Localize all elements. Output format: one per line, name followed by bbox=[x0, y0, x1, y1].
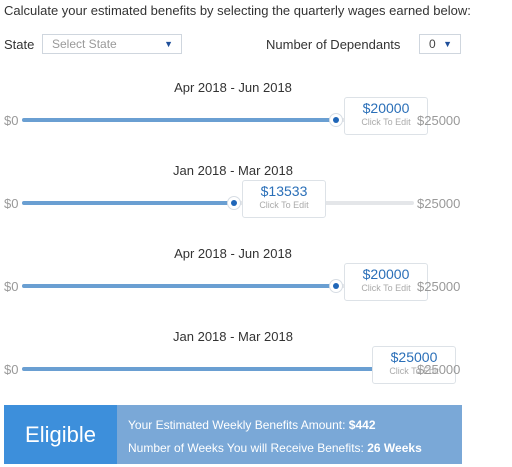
chevron-down-icon: ▼ bbox=[164, 39, 173, 49]
slider-min-label: $0 bbox=[4, 279, 19, 294]
wage-value-box[interactable]: $25000 Click To Edit bbox=[372, 346, 456, 384]
slider-min-label: $0 bbox=[4, 362, 19, 377]
wage-slider-fill bbox=[22, 367, 414, 371]
benefit-weeks-value: 26 Weeks bbox=[367, 441, 422, 455]
wage-value: $20000 bbox=[362, 266, 410, 282]
wage-slider-handle[interactable] bbox=[227, 196, 241, 210]
state-label: State bbox=[4, 37, 35, 52]
wage-slider-track[interactable] bbox=[22, 113, 414, 127]
wage-slider-row: Apr 2018 - Jun 2018 $0 $20000 Click To Edit… bbox=[0, 80, 512, 160]
click-to-edit-hint: Click To Edit bbox=[361, 283, 411, 293]
wage-value-box[interactable]: $13533 Click To Edit bbox=[242, 180, 326, 218]
dependants-label: Number of Dependants bbox=[266, 37, 401, 52]
slider-max-label: $25000 bbox=[417, 196, 461, 211]
slider-max-label: $25000 bbox=[417, 279, 461, 294]
click-to-edit-hint: Click To Edit bbox=[389, 366, 439, 376]
weekly-benefit-label: Your Estimated Weekly Benefits Amount: bbox=[128, 418, 346, 432]
wage-value-box[interactable]: $20000 Click To Edit bbox=[344, 97, 428, 135]
wage-slider-handle[interactable] bbox=[329, 279, 343, 293]
quarter-period-label: Jan 2018 - Mar 2018 bbox=[173, 163, 293, 178]
click-to-edit-hint: Click To Edit bbox=[259, 200, 309, 210]
quarter-period-label: Jan 2018 - Mar 2018 bbox=[173, 329, 293, 344]
quarter-period-label: Apr 2018 - Jun 2018 bbox=[174, 246, 292, 261]
eligible-badge: Eligible bbox=[4, 405, 117, 464]
state-select-placeholder: Select State bbox=[52, 37, 117, 51]
wage-slider-track[interactable] bbox=[22, 279, 414, 293]
benefit-weeks-line: Number of Weeks You will Receive Benefit… bbox=[128, 441, 422, 455]
result-panel: Eligible Your Estimated Weekly Benefits … bbox=[4, 405, 462, 464]
dependants-select[interactable]: 0 ▼ bbox=[419, 34, 461, 54]
wage-slider-row: Jan 2018 - Mar 2018 $0 $13533 Click To Edit… bbox=[0, 163, 512, 243]
wage-slider-fill bbox=[22, 201, 234, 205]
slider-max-label: $25000 bbox=[417, 113, 461, 128]
chevron-down-icon: ▼ bbox=[443, 39, 452, 49]
slider-min-label: $0 bbox=[4, 113, 19, 128]
weekly-benefit-line: Your Estimated Weekly Benefits Amount: $… bbox=[128, 418, 376, 432]
weekly-benefit-value: $442 bbox=[348, 418, 376, 432]
benefit-weeks-label: Number of Weeks You will Receive Benefit… bbox=[128, 441, 364, 455]
wage-slider-row: Jan 2018 - Mar 2018 $0 $25000 Click To Edit… bbox=[0, 329, 512, 409]
wage-slider-fill bbox=[22, 118, 336, 122]
dependants-select-value: 0 bbox=[429, 37, 436, 51]
slider-min-label: $0 bbox=[4, 196, 19, 211]
wage-slider-fill bbox=[22, 284, 336, 288]
wage-slider-handle[interactable] bbox=[329, 113, 343, 127]
wage-value: $13533 bbox=[260, 183, 308, 199]
state-select[interactable]: Select State ▼ bbox=[42, 34, 182, 54]
wage-value-box[interactable]: $20000 Click To Edit bbox=[344, 263, 428, 301]
quarter-period-label: Apr 2018 - Jun 2018 bbox=[174, 80, 292, 95]
intro-text: Calculate your estimated benefits by sel… bbox=[4, 3, 471, 18]
wage-value: $20000 bbox=[362, 100, 410, 116]
click-to-edit-hint: Click To Edit bbox=[361, 117, 411, 127]
wage-slider-track[interactable] bbox=[22, 362, 421, 376]
wage-slider-track[interactable] bbox=[22, 196, 414, 210]
slider-max-label: $25000 bbox=[417, 362, 461, 377]
wage-value: $25000 bbox=[390, 349, 438, 365]
wage-slider-row: Apr 2018 - Jun 2018 $0 $20000 Click To Edit… bbox=[0, 246, 512, 326]
